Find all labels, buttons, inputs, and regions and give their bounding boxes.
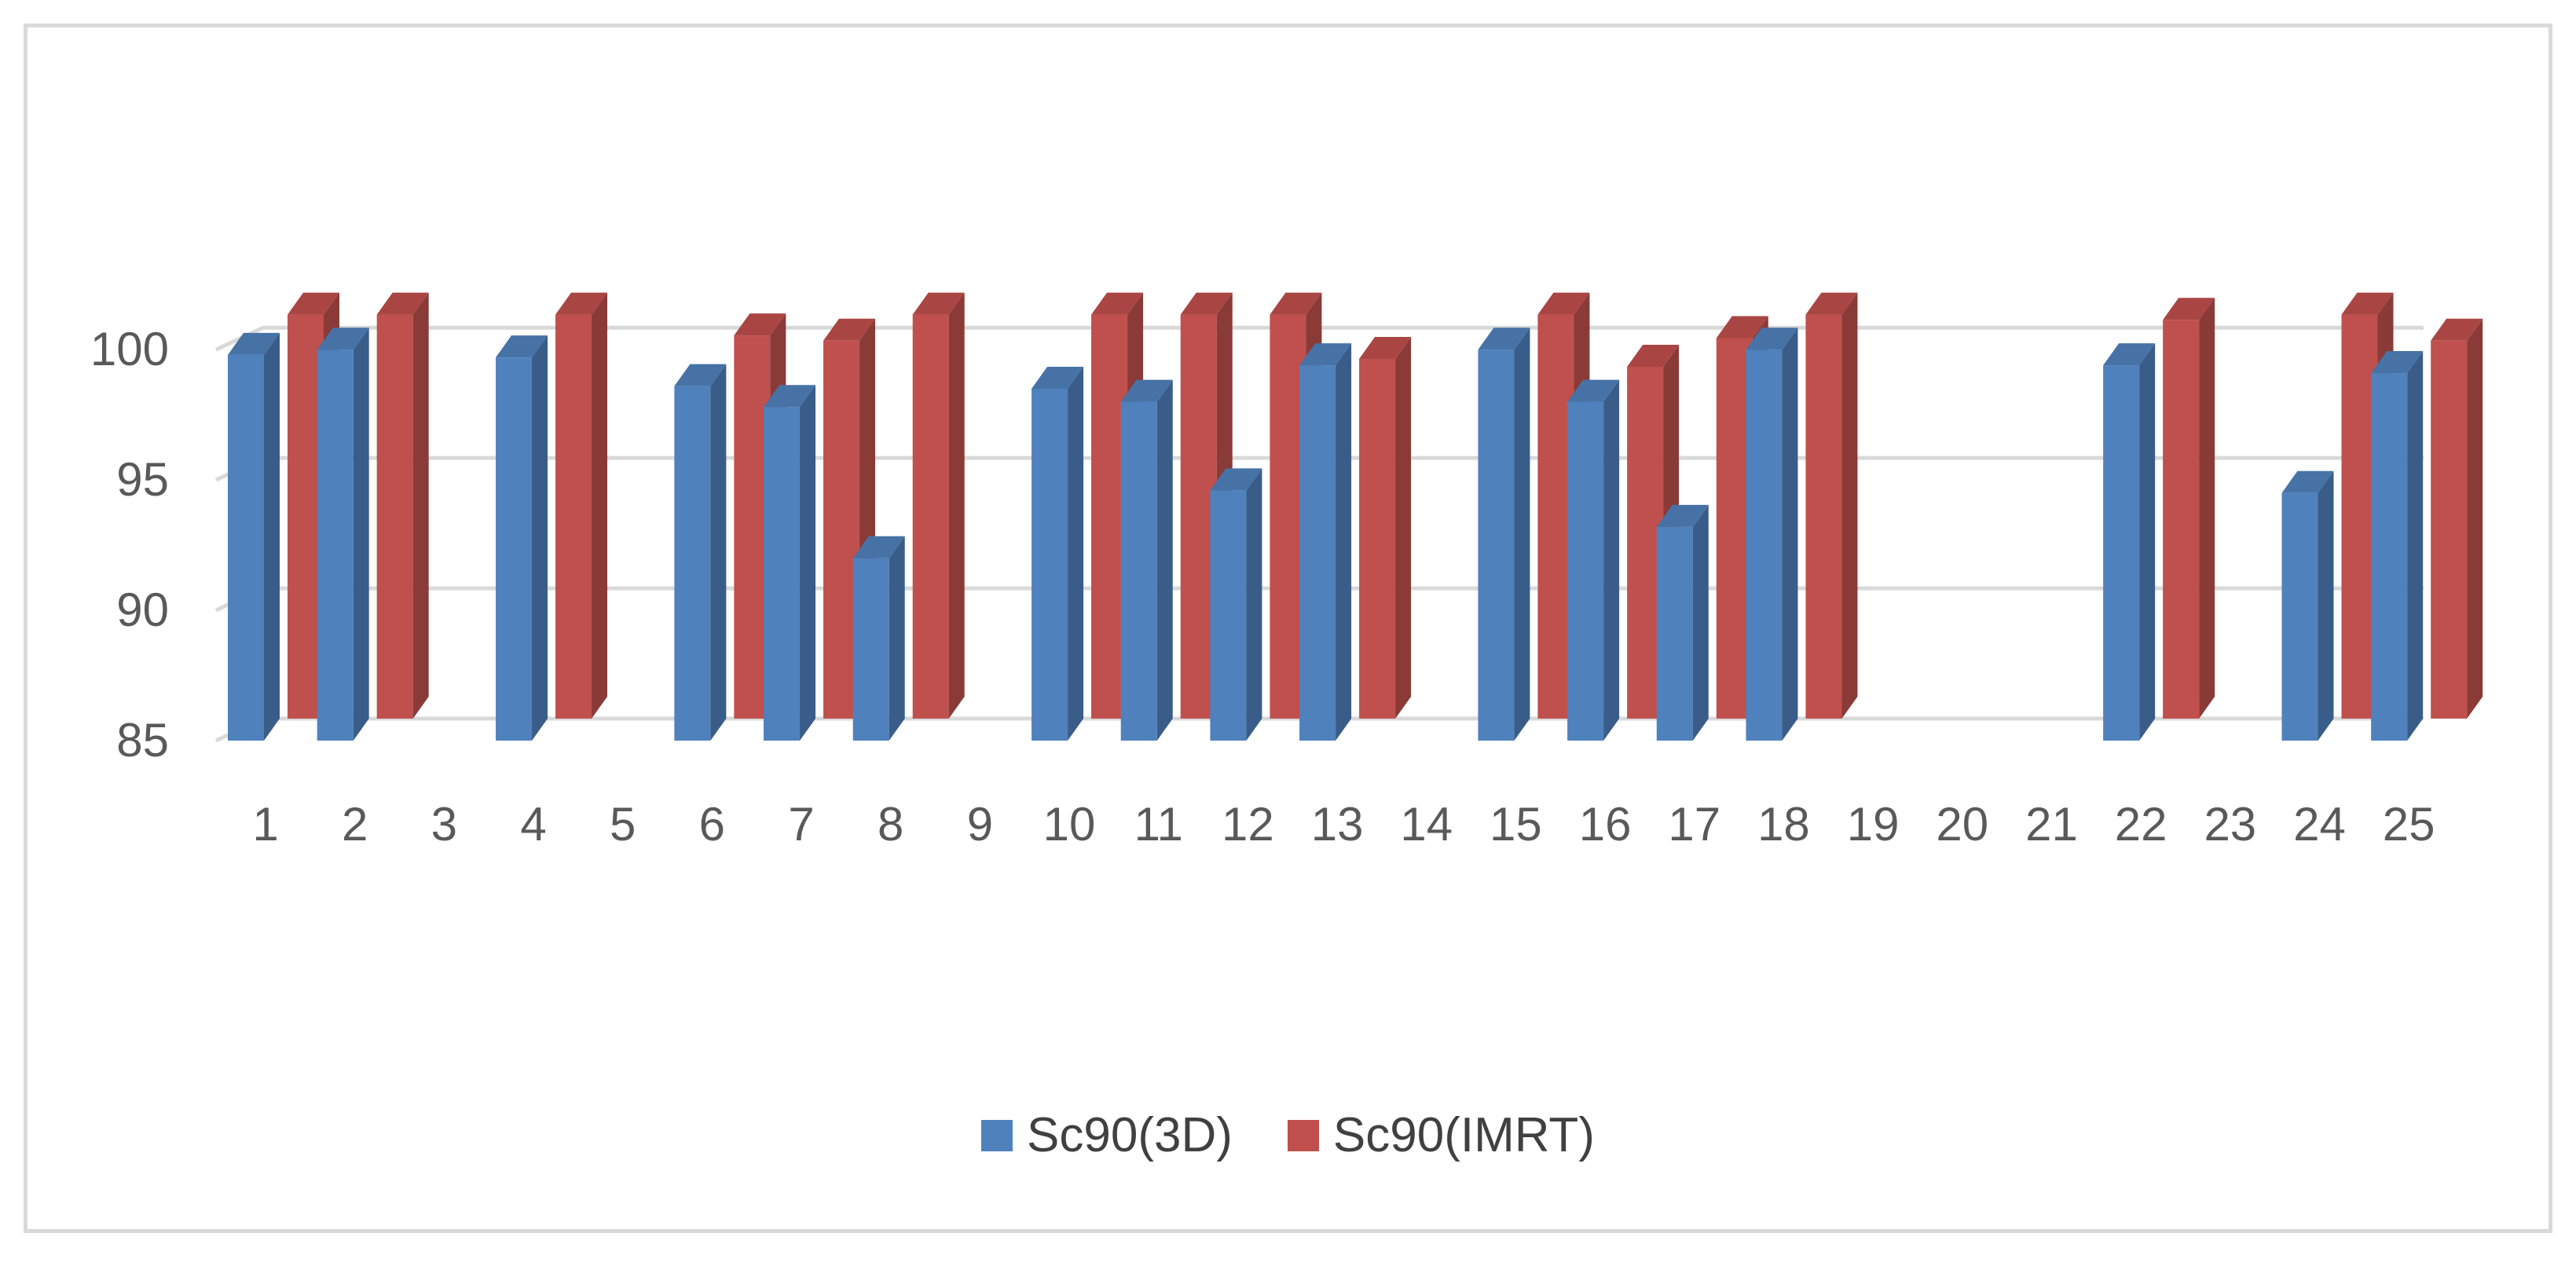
- x-tick-label-21: 21: [2025, 798, 2078, 851]
- bar-3d-1: [228, 332, 280, 741]
- bar-3d-8: [852, 536, 905, 741]
- x-tick-label-8: 8: [878, 798, 903, 851]
- bar-3d-24: [2281, 470, 2334, 741]
- x-tick-label-24: 24: [2293, 798, 2346, 851]
- x-axis-ticks: 1 2 3 4 5 6 7 8 9 10 11 12 13 14 15 16 17 18 19 20 21 22 23 24 2…: [252, 798, 2435, 851]
- x-tick-label-7: 7: [788, 798, 814, 851]
- x-tick-label-3: 3: [431, 798, 457, 851]
- bar-3d-7: [764, 385, 816, 741]
- legend-label-series-2: Sc90(IMRT): [1332, 1108, 1595, 1162]
- x-tick-label-20: 20: [1936, 798, 1988, 851]
- bar-imrt-13: [1359, 337, 1412, 719]
- legend: Sc90(3D) Sc90(IMRT): [0, 1107, 2576, 1163]
- bar-3d-6: [674, 364, 727, 741]
- bar-3d-12: [1210, 468, 1262, 741]
- bar-3d-2: [317, 327, 369, 741]
- bars: [228, 292, 2483, 741]
- legend-swatch-series-1: [981, 1119, 1013, 1151]
- bar-imrt-22: [2163, 298, 2215, 719]
- bar-3d-10: [1031, 366, 1084, 741]
- y-tick-label-100: 100: [90, 323, 169, 375]
- y-tick-label-90: 90: [116, 584, 169, 636]
- legend-item-series-2: Sc90(IMRT): [1287, 1107, 1595, 1163]
- bar-imrt-7: [823, 318, 876, 719]
- x-tick-label-5: 5: [610, 798, 636, 851]
- x-tick-label-10: 10: [1043, 798, 1096, 851]
- x-tick-label-25: 25: [2383, 798, 2435, 851]
- bar-3d-18: [1746, 327, 1798, 741]
- legend-swatch-series-2: [1287, 1119, 1319, 1151]
- bar-imrt-8: [912, 292, 965, 719]
- bar-3d-13: [1299, 343, 1352, 741]
- x-tick-label-4: 4: [520, 798, 546, 851]
- bar-3d-25: [2371, 351, 2424, 741]
- legend-label-series-1: Sc90(3D): [1027, 1108, 1233, 1162]
- bar-3d-4: [496, 335, 548, 741]
- bar-imrt-4: [555, 292, 608, 719]
- legend-item-series-1: Sc90(3D): [981, 1107, 1233, 1163]
- x-tick-label-16: 16: [1579, 798, 1632, 851]
- bar-imrt-2: [376, 292, 429, 719]
- x-tick-label-12: 12: [1222, 798, 1274, 851]
- y-tick-label-95: 95: [116, 453, 169, 506]
- x-tick-label-23: 23: [2204, 798, 2256, 851]
- bar-3d-15: [1478, 327, 1530, 741]
- bar-imrt-18: [1805, 292, 1858, 719]
- x-tick-label-19: 19: [1847, 798, 1900, 851]
- bar-imrt-25: [2431, 318, 2483, 719]
- x-tick-label-11: 11: [1134, 798, 1183, 851]
- x-tick-label-18: 18: [1757, 798, 1810, 851]
- gridline-100: [214, 325, 2424, 352]
- x-tick-label-2: 2: [342, 798, 368, 851]
- x-tick-label-15: 15: [1490, 798, 1542, 851]
- y-axis-ticks: 85 90 95 100: [90, 323, 169, 767]
- x-tick-label-13: 13: [1311, 798, 1364, 851]
- bar-3d-22: [2103, 343, 2156, 741]
- bar-3d-17: [1656, 504, 1709, 741]
- x-tick-label-22: 22: [2115, 798, 2167, 851]
- x-tick-label-14: 14: [1400, 798, 1453, 851]
- bar-3d-11: [1120, 379, 1173, 741]
- x-tick-label-9: 9: [967, 798, 993, 851]
- bar-3d-16: [1567, 379, 1620, 741]
- x-tick-label-6: 6: [699, 798, 725, 851]
- x-tick-label-1: 1: [252, 798, 278, 851]
- x-tick-label-17: 17: [1668, 798, 1720, 851]
- y-tick-label-85: 85: [116, 714, 169, 767]
